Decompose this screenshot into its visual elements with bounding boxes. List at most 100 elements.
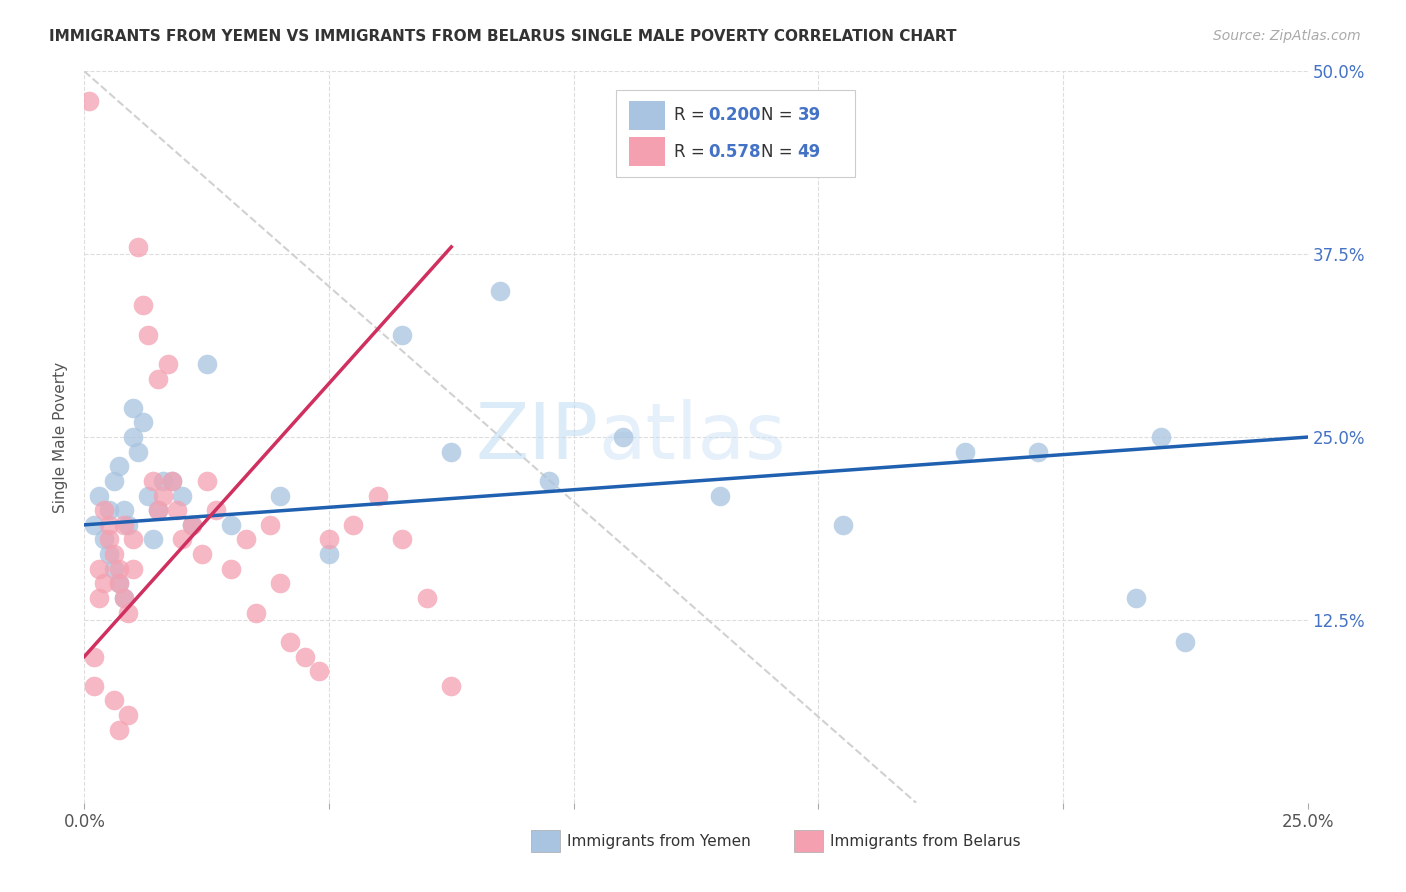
Point bbox=[103, 547, 125, 561]
Point bbox=[112, 591, 135, 605]
Point bbox=[219, 562, 242, 576]
Point bbox=[1125, 591, 1147, 605]
Y-axis label: Single Male Poverty: Single Male Poverty bbox=[53, 361, 69, 513]
Point bbox=[166, 503, 188, 517]
Text: Source: ZipAtlas.com: Source: ZipAtlas.com bbox=[1213, 29, 1361, 43]
Point bbox=[117, 708, 139, 723]
Point bbox=[162, 474, 184, 488]
Text: 0.578: 0.578 bbox=[709, 143, 761, 161]
Point bbox=[97, 533, 120, 547]
Point bbox=[93, 503, 115, 517]
Point bbox=[440, 679, 463, 693]
Text: R =: R = bbox=[673, 106, 710, 124]
Point bbox=[391, 327, 413, 342]
Point bbox=[97, 547, 120, 561]
FancyBboxPatch shape bbox=[628, 137, 665, 167]
Point bbox=[107, 459, 129, 474]
Point bbox=[127, 240, 149, 254]
Point bbox=[278, 635, 301, 649]
Point bbox=[146, 503, 169, 517]
Point bbox=[219, 517, 242, 532]
Point bbox=[112, 503, 135, 517]
Point bbox=[1028, 444, 1050, 458]
Point bbox=[172, 533, 194, 547]
Point bbox=[122, 533, 145, 547]
Point bbox=[142, 474, 165, 488]
Point bbox=[122, 401, 145, 415]
Point bbox=[107, 723, 129, 737]
Point bbox=[195, 357, 218, 371]
Point bbox=[142, 533, 165, 547]
Point bbox=[538, 474, 561, 488]
Point bbox=[136, 489, 159, 503]
Point bbox=[83, 517, 105, 532]
Point bbox=[440, 444, 463, 458]
Point bbox=[107, 562, 129, 576]
Point bbox=[107, 576, 129, 591]
Point bbox=[97, 517, 120, 532]
Point bbox=[181, 517, 204, 532]
Text: N =: N = bbox=[761, 143, 797, 161]
Point bbox=[831, 517, 853, 532]
Point bbox=[132, 298, 155, 312]
Point bbox=[269, 489, 291, 503]
Point bbox=[87, 562, 110, 576]
FancyBboxPatch shape bbox=[628, 101, 665, 130]
Point bbox=[117, 517, 139, 532]
Point bbox=[122, 562, 145, 576]
Point bbox=[181, 517, 204, 532]
Point bbox=[489, 284, 512, 298]
Text: Immigrants from Yemen: Immigrants from Yemen bbox=[567, 834, 751, 848]
Point bbox=[162, 474, 184, 488]
Point bbox=[245, 606, 267, 620]
Text: ZIP: ZIP bbox=[475, 399, 598, 475]
Point bbox=[103, 693, 125, 707]
Text: R =: R = bbox=[673, 143, 710, 161]
Text: IMMIGRANTS FROM YEMEN VS IMMIGRANTS FROM BELARUS SINGLE MALE POVERTY CORRELATION: IMMIGRANTS FROM YEMEN VS IMMIGRANTS FROM… bbox=[49, 29, 956, 44]
Point bbox=[152, 489, 174, 503]
Text: Immigrants from Belarus: Immigrants from Belarus bbox=[830, 834, 1021, 848]
Text: N =: N = bbox=[761, 106, 797, 124]
Point bbox=[195, 474, 218, 488]
Point bbox=[191, 547, 214, 561]
Point bbox=[83, 679, 105, 693]
Point bbox=[103, 474, 125, 488]
Point bbox=[318, 547, 340, 561]
Point bbox=[156, 357, 179, 371]
Point bbox=[391, 533, 413, 547]
Point bbox=[709, 489, 731, 503]
Point bbox=[93, 533, 115, 547]
Point bbox=[308, 664, 330, 678]
Point bbox=[103, 562, 125, 576]
Point bbox=[122, 430, 145, 444]
Point bbox=[83, 649, 105, 664]
Point bbox=[146, 503, 169, 517]
Point bbox=[87, 591, 110, 605]
Point bbox=[152, 474, 174, 488]
Point bbox=[87, 489, 110, 503]
Text: 39: 39 bbox=[797, 106, 821, 124]
Point bbox=[146, 371, 169, 385]
Point bbox=[117, 606, 139, 620]
Point bbox=[269, 576, 291, 591]
Point bbox=[259, 517, 281, 532]
Point bbox=[93, 576, 115, 591]
Point bbox=[612, 430, 634, 444]
Point bbox=[1174, 635, 1197, 649]
Point bbox=[97, 503, 120, 517]
Text: 49: 49 bbox=[797, 143, 821, 161]
Point bbox=[953, 444, 976, 458]
Point bbox=[318, 533, 340, 547]
Point bbox=[235, 533, 257, 547]
FancyBboxPatch shape bbox=[616, 90, 855, 178]
Point bbox=[107, 576, 129, 591]
Point bbox=[367, 489, 389, 503]
Point bbox=[112, 591, 135, 605]
Text: 0.200: 0.200 bbox=[709, 106, 761, 124]
Point bbox=[294, 649, 316, 664]
Point bbox=[136, 327, 159, 342]
Text: atlas: atlas bbox=[598, 399, 786, 475]
Point bbox=[342, 517, 364, 532]
Point bbox=[205, 503, 228, 517]
Point bbox=[132, 416, 155, 430]
